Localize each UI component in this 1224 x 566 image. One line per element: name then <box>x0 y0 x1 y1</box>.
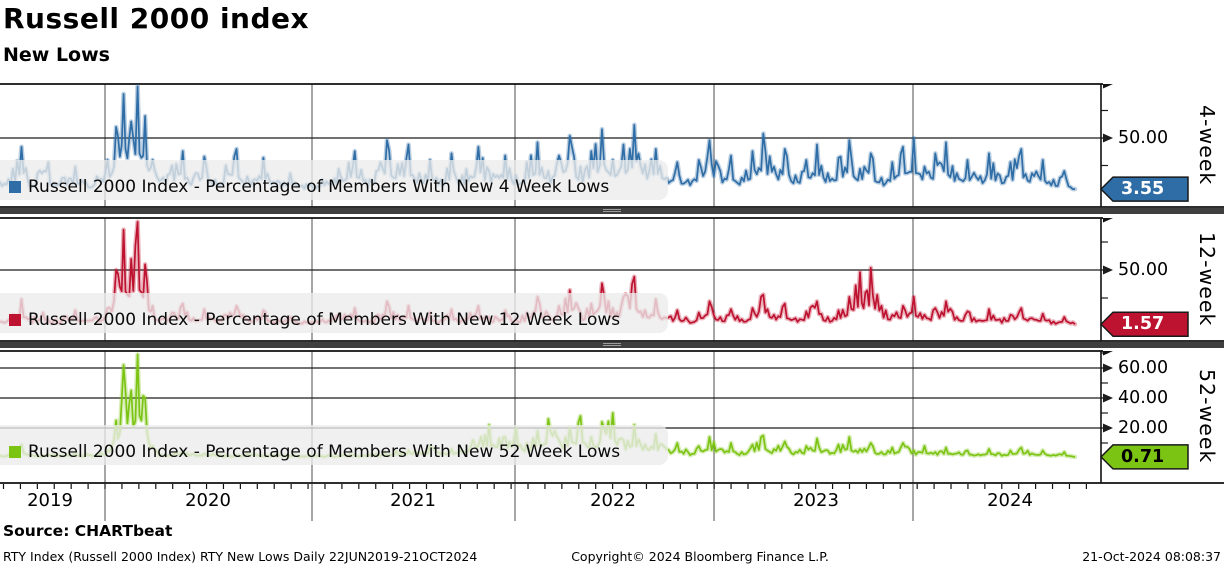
ytick-50-panel2: 50.00 <box>1118 260 1169 280</box>
xtick-2022: 2022 <box>590 490 636 511</box>
ytick-20-panel3: 20.00 <box>1118 418 1169 438</box>
xtick-2019: 2019 <box>27 490 73 511</box>
last-value-badge-52-week: 0.71 <box>1121 447 1165 467</box>
footer-timestamp: 21-Oct-2024 08:08:37 <box>1082 549 1221 564</box>
ytick-50-panel1: 50.00 <box>1118 128 1169 148</box>
panel-52-week: Russell 2000 Index - Percentage of Membe… <box>0 349 1224 484</box>
source-label: Source: CHARTbeat <box>3 522 173 540</box>
legend-12-week: Russell 2000 Index - Percentage of Membe… <box>0 293 668 333</box>
panel-splitter-2[interactable] <box>0 342 1224 348</box>
legend-marker-52-week-icon <box>9 446 21 458</box>
panel-4-week: Russell 2000 Index - Percentage of Membe… <box>0 82 1224 208</box>
panel-splitter-1[interactable] <box>0 208 1224 214</box>
footer-ticker-info: RTY Index (Russell 2000 Index) RTY New L… <box>3 549 478 564</box>
x-axis-ticks <box>2 484 1087 521</box>
legend-label-52-week: Russell 2000 Index - Percentage of Membe… <box>28 442 621 462</box>
ytick-60-panel3: 60.00 <box>1118 358 1169 378</box>
page-title: Russell 2000 index <box>3 2 310 35</box>
x-axis: 2019 2020 2021 2022 2023 2024 <box>0 484 1224 522</box>
axis-title-12-week: 12-week <box>1195 231 1219 327</box>
xtick-2021: 2021 <box>390 490 436 511</box>
last-value-badge-4-week: 3.55 <box>1121 179 1165 199</box>
legend-label-4-week: Russell 2000 Index - Percentage of Membe… <box>28 177 610 197</box>
ytick-40-panel3: 40.00 <box>1118 388 1169 408</box>
xtick-2023: 2023 <box>793 490 839 511</box>
footer-bar: RTY Index (Russell 2000 Index) RTY New L… <box>0 547 1224 566</box>
footer-copyright: Copyright© 2024 Bloomberg Finance L.P. <box>571 549 829 564</box>
chart-subtitle: New Lows <box>3 44 110 66</box>
legend-4-week: Russell 2000 Index - Percentage of Membe… <box>0 160 668 200</box>
last-value-badge-12-week: 1.57 <box>1121 314 1165 334</box>
legend-52-week: Russell 2000 Index - Percentage of Membe… <box>0 425 668 465</box>
axis-title-4-week: 4-week <box>1195 104 1219 186</box>
legend-marker-4-week-icon <box>9 181 21 193</box>
legend-label-12-week: Russell 2000 Index - Percentage of Membe… <box>28 310 621 330</box>
legend-marker-12-week-icon <box>9 314 21 326</box>
panel-12-week: Russell 2000 Index - Percentage of Membe… <box>0 216 1224 342</box>
splitter-grip-icon[interactable] <box>603 343 621 347</box>
axis-title-52-week: 52-week <box>1195 369 1219 464</box>
xtick-2024: 2024 <box>987 490 1033 511</box>
splitter-grip-icon[interactable] <box>603 209 621 213</box>
xtick-2020: 2020 <box>185 490 231 511</box>
